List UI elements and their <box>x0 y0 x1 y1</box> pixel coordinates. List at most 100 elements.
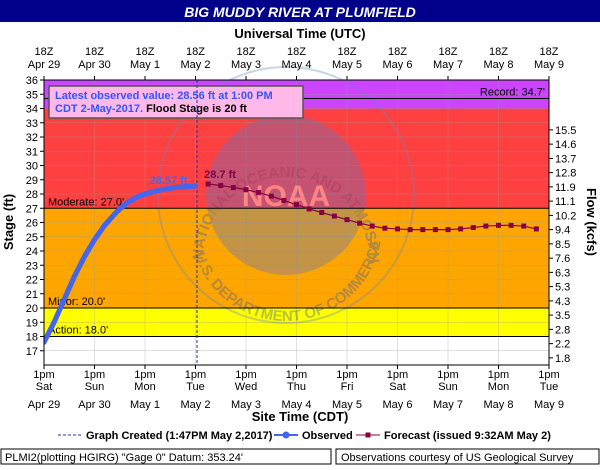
flow-tick-label: 12.8 <box>555 168 576 180</box>
cdt-tick-date: Apr 29 <box>28 399 60 411</box>
stage-tick-label: 24 <box>26 246 38 258</box>
utc-tick-date: May 9 <box>534 59 564 71</box>
utc-tick-label: 18Z <box>35 46 54 58</box>
utc-tick-date: May 6 <box>383 59 413 71</box>
info-box-line1: Latest observed value: 28.56 ft at 1:00 … <box>55 90 273 102</box>
legend-forecast: Forecast (issued 9:32AM May 2) <box>384 430 551 442</box>
forecast-point <box>256 190 262 196</box>
peak-forecast-label: 28.7 ft <box>204 169 236 181</box>
flow-tick-label: 7.6 <box>555 253 570 265</box>
stage-tick-label: 17 <box>26 346 38 358</box>
stage-tick-label: 27 <box>26 203 38 215</box>
cdt-tick-time: 1pm <box>488 369 509 381</box>
utc-tick-label: 18Z <box>287 46 306 58</box>
forecast-point <box>470 224 476 230</box>
info-box-date: CDT 2-May-2017. <box>55 103 143 115</box>
info-box: Latest observed value: 28.56 ft at 1:00 … <box>48 85 304 119</box>
utc-tick-date: May 5 <box>332 59 362 71</box>
stage-tick-label: 29 <box>26 175 38 187</box>
cdt-tick-date: May 1 <box>130 399 160 411</box>
stage-tick-label: 23 <box>26 260 38 272</box>
forecast-point <box>205 181 211 187</box>
info-box-flood-stage: Flood Stage is 20 ft <box>143 103 247 115</box>
legend-forecast-marker <box>365 432 371 438</box>
forecast-point <box>319 210 325 216</box>
peak-observed-label: 28.57 ft <box>150 175 188 187</box>
cdt-tick-time: 1pm <box>286 369 307 381</box>
legend-observed: Observed <box>302 430 353 442</box>
stage-tick-label: 20 <box>26 303 38 315</box>
cdt-tick-day: Sat <box>389 381 406 393</box>
stage-tick-label: 33 <box>26 118 38 130</box>
stage-tick-label: 28 <box>26 189 38 201</box>
forecast-point <box>432 227 438 233</box>
forecast-point <box>533 226 539 232</box>
chart-title: BIG MUDDY RIVER AT PLUMFIELD <box>184 4 416 20</box>
cdt-tick-date: May 7 <box>433 399 463 411</box>
stage-tick-label: 25 <box>26 232 38 244</box>
utc-tick-date: May 3 <box>231 59 261 71</box>
forecast-point <box>306 206 312 212</box>
cdt-tick-time: 1pm <box>84 369 105 381</box>
forecast-point <box>357 220 363 226</box>
observed-point <box>192 183 199 189</box>
title-bar <box>0 0 600 22</box>
forecast-point <box>243 187 249 193</box>
flow-tick-label: 5.3 <box>555 282 570 294</box>
forecast-point <box>294 202 299 208</box>
stage-tick-label: 22 <box>26 275 38 287</box>
stage-tick-label: 31 <box>26 146 38 158</box>
stage-tick-label: 34 <box>26 104 38 116</box>
cdt-tick-time: 1pm <box>387 369 408 381</box>
forecast-point <box>268 193 274 199</box>
forecast-point <box>445 227 451 233</box>
utc-tick-date: Apr 29 <box>28 59 60 71</box>
legend: Graph Created (1:47PM May 2,2017) Observ… <box>58 430 551 442</box>
footer-left-box <box>0 448 332 465</box>
forecast-point <box>369 223 375 229</box>
threshold-label-minor: Minor: 20.0' <box>48 296 105 308</box>
utc-tick-label: 18Z <box>489 46 508 58</box>
stage-tick-label: 26 <box>26 218 38 230</box>
right-axis-title: Flow (kcfs) <box>584 188 599 256</box>
bottom-axis-title: Site Time (CDT) <box>252 409 349 424</box>
flow-tick-label: 2.8 <box>555 324 570 336</box>
flow-tick-label: 6.3 <box>555 267 570 279</box>
forecast-point <box>508 222 514 228</box>
flow-tick-label: 1.8 <box>555 353 570 365</box>
info-box-bg <box>48 85 304 119</box>
stage-tick-label: 32 <box>26 132 38 144</box>
utc-tick-date: May 2 <box>181 59 211 71</box>
forecast-point <box>331 213 337 219</box>
forecast-point <box>407 227 413 233</box>
watermark-center: NOAA <box>242 180 330 213</box>
utc-tick-label: 18Z <box>439 46 458 58</box>
forecast-point <box>281 197 287 203</box>
forecast-point <box>483 223 489 229</box>
flow-tick-label: 4.3 <box>555 296 570 308</box>
stage-tick-label: 30 <box>26 161 38 173</box>
series-layer <box>44 80 539 365</box>
utc-tick-label: 18Z <box>85 46 104 58</box>
forecast-point <box>344 217 350 223</box>
cdt-tick-time: 1pm <box>134 369 155 381</box>
cdt-tick-day: Fri <box>341 381 354 393</box>
cdt-tick-time: 1pm <box>336 369 357 381</box>
flow-tick-label: 9.4 <box>555 225 570 237</box>
grid-lines <box>44 80 549 365</box>
cdt-tick-day: Mon <box>134 381 155 393</box>
utc-tick-label: 18Z <box>388 46 407 58</box>
cdt-tick-day: Sun <box>85 381 105 393</box>
utc-tick-date: Apr 30 <box>78 59 110 71</box>
forecast-point <box>218 182 224 188</box>
watermark-inner-disk <box>206 115 366 275</box>
utc-tick-label: 18Z <box>136 46 155 58</box>
stage-tick-label: 18 <box>26 332 38 344</box>
forecast-point <box>496 222 501 228</box>
flow-tick-label: 11.9 <box>555 182 576 194</box>
stage-tick-label: 35 <box>26 89 38 101</box>
stage-tick-label: 21 <box>26 289 38 301</box>
utc-tick-label: 18Z <box>186 46 205 58</box>
utc-tick-date: May 7 <box>433 59 463 71</box>
